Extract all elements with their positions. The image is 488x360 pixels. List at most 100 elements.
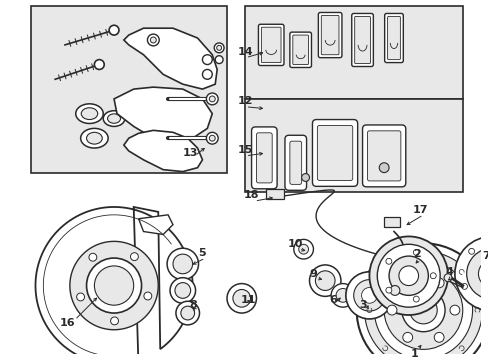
FancyBboxPatch shape bbox=[366, 131, 400, 181]
Circle shape bbox=[356, 243, 488, 360]
Circle shape bbox=[147, 34, 159, 46]
Circle shape bbox=[94, 60, 104, 69]
Circle shape bbox=[449, 305, 459, 315]
Polygon shape bbox=[36, 207, 192, 360]
Circle shape bbox=[379, 163, 388, 172]
Circle shape bbox=[167, 248, 198, 280]
Circle shape bbox=[468, 248, 473, 254]
Circle shape bbox=[345, 272, 392, 319]
Circle shape bbox=[110, 317, 118, 325]
Circle shape bbox=[443, 274, 451, 282]
Circle shape bbox=[86, 258, 141, 313]
Circle shape bbox=[361, 288, 377, 303]
Circle shape bbox=[150, 37, 156, 43]
Circle shape bbox=[433, 278, 443, 288]
Circle shape bbox=[477, 260, 488, 288]
Circle shape bbox=[216, 45, 221, 50]
Text: 14: 14 bbox=[237, 47, 253, 57]
Text: 15: 15 bbox=[238, 145, 253, 155]
Circle shape bbox=[206, 93, 218, 105]
Text: 5: 5 bbox=[198, 248, 206, 258]
Circle shape bbox=[364, 251, 481, 360]
Circle shape bbox=[386, 305, 396, 315]
Circle shape bbox=[388, 256, 427, 295]
Circle shape bbox=[77, 293, 84, 301]
Circle shape bbox=[109, 25, 119, 35]
Circle shape bbox=[402, 278, 412, 288]
Circle shape bbox=[143, 292, 151, 300]
Circle shape bbox=[181, 306, 194, 320]
Ellipse shape bbox=[103, 111, 124, 126]
Text: 16: 16 bbox=[60, 318, 76, 328]
Circle shape bbox=[353, 280, 385, 311]
Circle shape bbox=[384, 271, 462, 350]
Text: 7: 7 bbox=[482, 251, 488, 261]
Circle shape bbox=[401, 288, 444, 332]
Text: 17: 17 bbox=[412, 205, 427, 215]
FancyBboxPatch shape bbox=[256, 133, 272, 183]
Text: 9: 9 bbox=[309, 269, 317, 279]
Circle shape bbox=[461, 283, 467, 289]
Circle shape bbox=[330, 284, 354, 307]
Circle shape bbox=[176, 301, 199, 325]
Text: 11: 11 bbox=[241, 295, 256, 305]
Circle shape bbox=[385, 287, 391, 293]
Circle shape bbox=[89, 253, 97, 261]
Ellipse shape bbox=[81, 108, 98, 120]
FancyBboxPatch shape bbox=[387, 17, 400, 60]
Text: 13: 13 bbox=[183, 148, 198, 158]
FancyBboxPatch shape bbox=[292, 35, 308, 64]
Polygon shape bbox=[123, 28, 217, 89]
Circle shape bbox=[412, 296, 418, 302]
FancyBboxPatch shape bbox=[362, 125, 405, 187]
Text: 18: 18 bbox=[244, 190, 259, 200]
Ellipse shape bbox=[86, 132, 102, 144]
Text: 12: 12 bbox=[238, 96, 253, 106]
Polygon shape bbox=[123, 130, 202, 172]
Ellipse shape bbox=[107, 114, 120, 123]
Circle shape bbox=[409, 296, 436, 324]
FancyBboxPatch shape bbox=[289, 141, 301, 184]
Circle shape bbox=[226, 284, 256, 313]
FancyBboxPatch shape bbox=[321, 15, 338, 55]
FancyBboxPatch shape bbox=[351, 13, 373, 67]
Circle shape bbox=[232, 289, 250, 307]
Circle shape bbox=[402, 332, 412, 342]
Text: 8: 8 bbox=[189, 300, 197, 310]
Bar bbox=[244, 6, 462, 99]
Circle shape bbox=[398, 266, 418, 285]
Circle shape bbox=[429, 273, 435, 279]
Circle shape bbox=[298, 244, 308, 254]
Circle shape bbox=[202, 55, 212, 64]
Text: 6: 6 bbox=[328, 295, 336, 305]
Circle shape bbox=[175, 283, 190, 298]
Polygon shape bbox=[70, 241, 158, 330]
Circle shape bbox=[335, 288, 349, 302]
Circle shape bbox=[315, 271, 334, 291]
Ellipse shape bbox=[76, 104, 103, 123]
FancyBboxPatch shape bbox=[318, 13, 341, 58]
Circle shape bbox=[412, 249, 418, 255]
Circle shape bbox=[209, 135, 215, 141]
Circle shape bbox=[374, 261, 471, 359]
FancyBboxPatch shape bbox=[261, 27, 281, 63]
FancyBboxPatch shape bbox=[312, 120, 357, 186]
FancyBboxPatch shape bbox=[285, 135, 306, 190]
Bar bbox=[30, 6, 226, 172]
Circle shape bbox=[368, 237, 447, 315]
Circle shape bbox=[301, 174, 309, 181]
FancyBboxPatch shape bbox=[289, 32, 311, 67]
Circle shape bbox=[389, 285, 399, 295]
Text: 10: 10 bbox=[287, 239, 303, 249]
Circle shape bbox=[454, 237, 488, 311]
Circle shape bbox=[433, 332, 443, 342]
Circle shape bbox=[293, 239, 313, 259]
FancyBboxPatch shape bbox=[354, 17, 369, 64]
Polygon shape bbox=[114, 87, 212, 140]
Circle shape bbox=[94, 266, 133, 305]
Circle shape bbox=[130, 253, 138, 261]
Circle shape bbox=[214, 43, 224, 53]
Circle shape bbox=[170, 278, 195, 303]
Polygon shape bbox=[138, 215, 173, 234]
Circle shape bbox=[202, 69, 212, 79]
